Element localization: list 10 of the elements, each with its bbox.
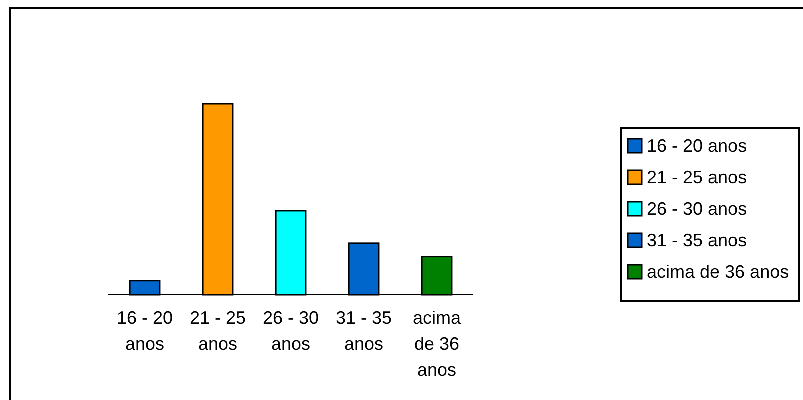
legend-label: 21 - 25 anos xyxy=(647,168,748,188)
x-tick-label: 16 - 20 anos xyxy=(116,308,174,354)
legend-label: 16 - 20 anos xyxy=(647,136,748,156)
x-tick-label: acima de 36 anos xyxy=(412,308,462,380)
x-tick-label: 26 - 30 anos xyxy=(262,308,320,354)
legend-label: acima de 36 anos xyxy=(647,262,790,282)
legend-label: 31 - 35 anos xyxy=(647,230,748,250)
x-tick-label: 21 - 25 anos xyxy=(190,308,246,354)
legend-label: 26 - 30 anos xyxy=(647,199,748,219)
x-tick-label: 31 - 35 anos xyxy=(336,308,392,354)
